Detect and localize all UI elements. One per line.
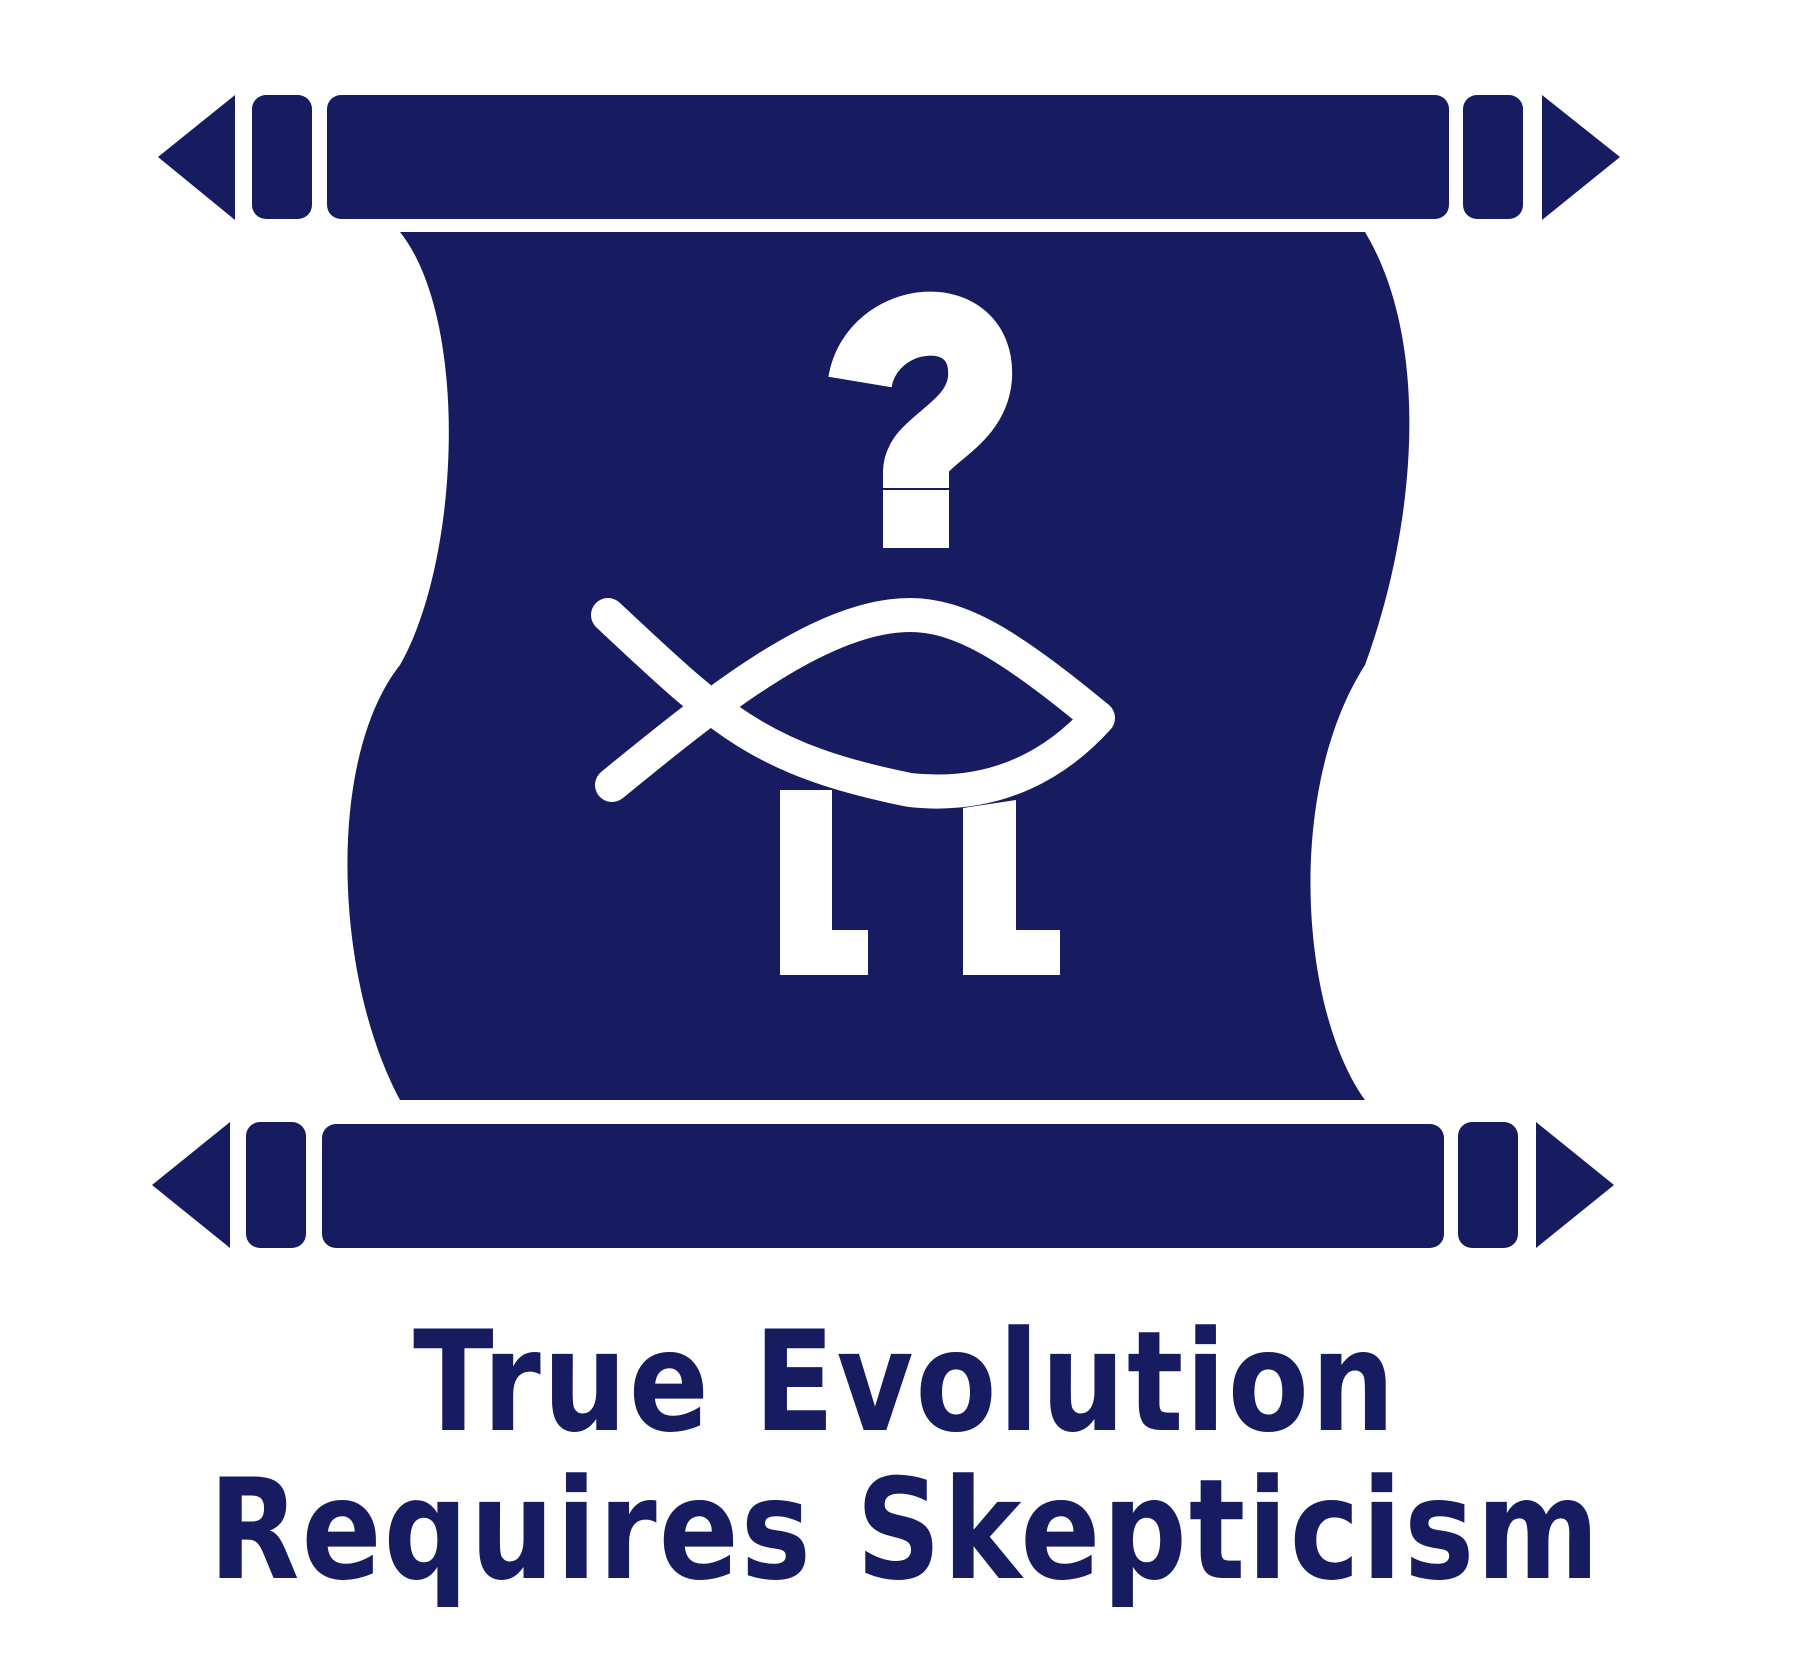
bottom-roller-right-tip bbox=[1536, 1122, 1614, 1248]
top-roller-right-tip bbox=[1542, 95, 1620, 220]
bottom-roller-right-cap bbox=[1458, 1122, 1518, 1248]
walking-fish-icon bbox=[591, 598, 1115, 975]
bottom-roller bbox=[152, 1122, 1614, 1248]
top-roller-left-tip bbox=[158, 95, 235, 220]
top-roller bbox=[158, 95, 1620, 220]
tagline-line-1: True Evolution bbox=[413, 1300, 1397, 1464]
bottom-roller-left-cap bbox=[246, 1122, 306, 1248]
bottom-roller-left-tip bbox=[152, 1122, 230, 1248]
top-roller-left-cap bbox=[252, 95, 312, 219]
bottom-roller-bar bbox=[322, 1124, 1444, 1248]
scroll-emblem bbox=[152, 95, 1620, 1248]
question-mark-icon bbox=[828, 291, 1013, 548]
scroll-sheet bbox=[347, 232, 1410, 1100]
top-roller-right-cap bbox=[1463, 95, 1523, 219]
tagline-line-2: Requires Skepticism bbox=[208, 1448, 1602, 1612]
top-roller-bar bbox=[327, 95, 1449, 219]
